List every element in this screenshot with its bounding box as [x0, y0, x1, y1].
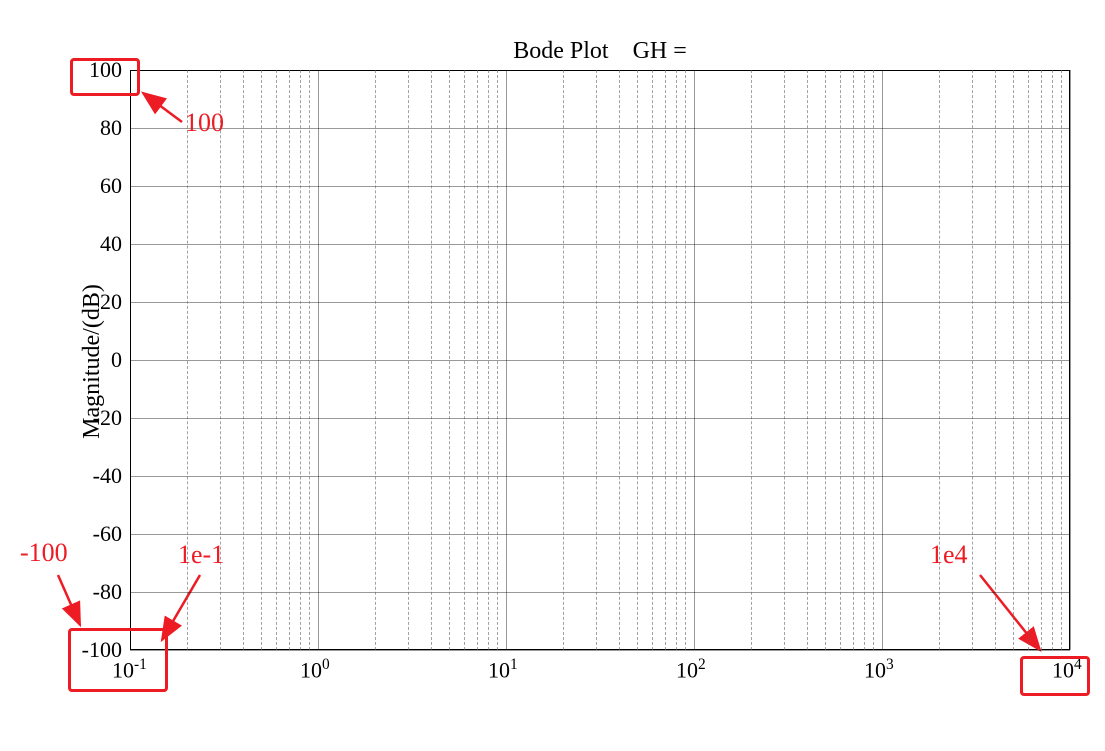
- x-minor-gridline: [488, 70, 489, 650]
- x-minor-gridline: [300, 70, 301, 650]
- x-minor-gridline: [619, 70, 620, 650]
- x-major-gridline: [130, 70, 131, 650]
- x-major-gridline: [506, 70, 507, 650]
- x-minor-gridline: [289, 70, 290, 650]
- y-tick-label: -20: [93, 405, 122, 431]
- y-gridline: [130, 70, 1070, 71]
- x-minor-gridline: [676, 70, 677, 650]
- x-tick-label: 103: [864, 656, 894, 683]
- ymin-label: -100: [20, 538, 68, 568]
- x-minor-gridline: [1028, 70, 1029, 650]
- x-minor-gridline: [449, 70, 450, 650]
- x-minor-gridline: [995, 70, 996, 650]
- x-minor-gridline: [464, 70, 465, 650]
- x-minor-gridline: [563, 70, 564, 650]
- x-major-gridline: [318, 70, 319, 650]
- y-tick-label: 60: [100, 173, 122, 199]
- chart-title: Bode Plot GH =: [130, 38, 1070, 65]
- x-minor-gridline: [431, 70, 432, 650]
- ymax-box: [70, 58, 140, 96]
- x-minor-gridline: [1013, 70, 1014, 650]
- y-tick-label: 20: [100, 289, 122, 315]
- x-major-gridline: [1070, 70, 1071, 650]
- x-minor-gridline: [665, 70, 666, 650]
- x-minor-gridline: [276, 70, 277, 650]
- x-minor-gridline: [972, 70, 973, 650]
- x-minor-gridline: [873, 70, 874, 650]
- y-tick-label: -40: [93, 463, 122, 489]
- y-gridline: [130, 476, 1070, 477]
- y-gridline: [130, 128, 1070, 129]
- y-tick-label: 80: [100, 115, 122, 141]
- y-gridline: [130, 302, 1070, 303]
- x-tick-label: 102: [676, 656, 706, 683]
- ymax-label: 100: [185, 108, 224, 138]
- y-tick-label: -60: [93, 521, 122, 547]
- x-minor-gridline: [497, 70, 498, 650]
- ymin-arrow: [58, 575, 80, 625]
- x-minor-gridline: [408, 70, 409, 650]
- x-minor-gridline: [637, 70, 638, 650]
- y-gridline: [130, 244, 1070, 245]
- x-minor-gridline: [840, 70, 841, 650]
- x-major-gridline: [882, 70, 883, 650]
- xmax-box: [1020, 656, 1090, 696]
- y-gridline: [130, 534, 1070, 535]
- y-gridline: [130, 650, 1070, 651]
- y-tick-label: -80: [93, 579, 122, 605]
- xmin-label: 1e-1: [178, 540, 224, 570]
- x-minor-gridline: [864, 70, 865, 650]
- y-tick-label: 0: [111, 347, 122, 373]
- x-minor-gridline: [375, 70, 376, 650]
- x-minor-gridline: [1061, 70, 1062, 650]
- y-gridline: [130, 360, 1070, 361]
- y-gridline: [130, 186, 1070, 187]
- xmax-label: 1e4: [930, 540, 968, 570]
- x-minor-gridline: [685, 70, 686, 650]
- y-gridline: [130, 592, 1070, 593]
- x-minor-gridline: [261, 70, 262, 650]
- x-minor-gridline: [1052, 70, 1053, 650]
- x-minor-gridline: [853, 70, 854, 650]
- y-gridline: [130, 418, 1070, 419]
- x-major-gridline: [694, 70, 695, 650]
- x-minor-gridline: [652, 70, 653, 650]
- x-minor-gridline: [243, 70, 244, 650]
- x-minor-gridline: [596, 70, 597, 650]
- x-minor-gridline: [784, 70, 785, 650]
- x-minor-gridline: [1041, 70, 1042, 650]
- x-minor-gridline: [477, 70, 478, 650]
- x-minor-gridline: [751, 70, 752, 650]
- x-tick-label: 100: [300, 656, 330, 683]
- x-minor-gridline: [807, 70, 808, 650]
- y-tick-label: 40: [100, 231, 122, 257]
- x-minor-gridline: [309, 70, 310, 650]
- x-minor-gridline: [825, 70, 826, 650]
- x-tick-label: 101: [488, 656, 518, 683]
- origin-box: [68, 628, 168, 692]
